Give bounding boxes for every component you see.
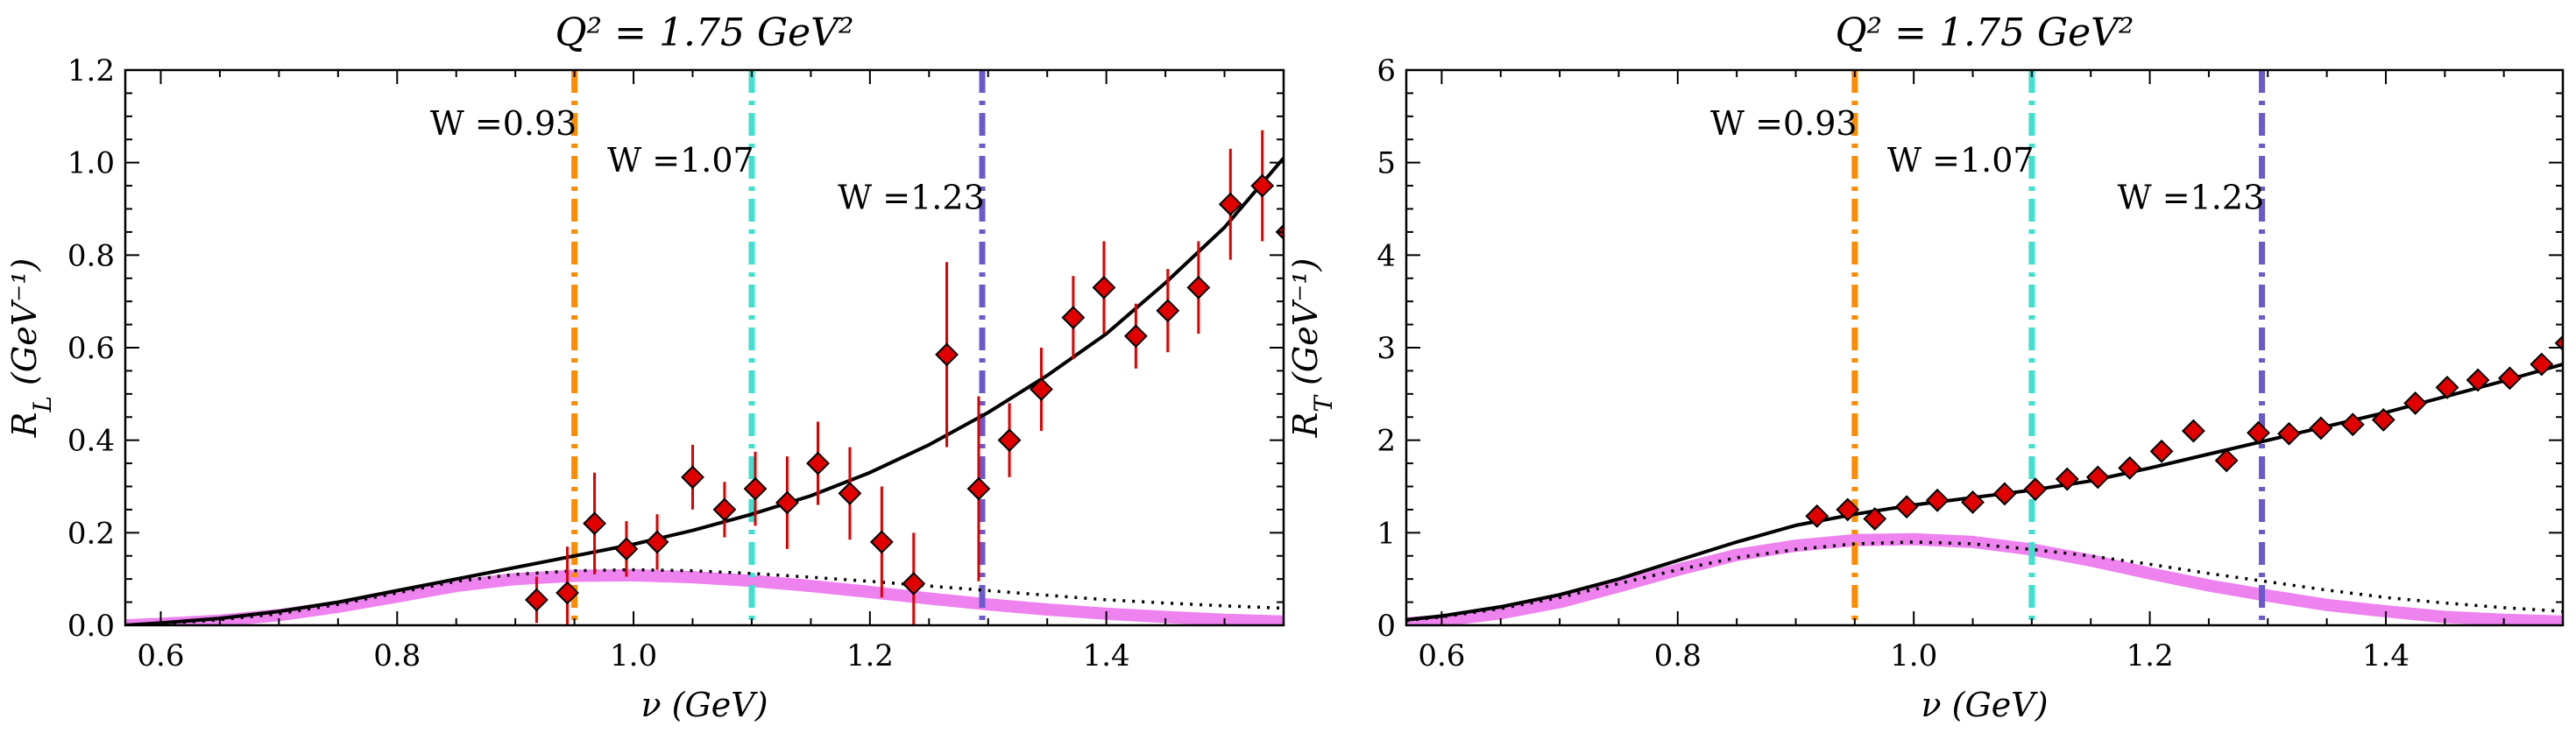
data-point: [1218, 192, 1242, 216]
w-marker-label-3: W =1.23: [838, 179, 985, 217]
y-tick-label: 4: [1376, 238, 1396, 273]
w-marker-label-1: W =0.93: [430, 104, 577, 143]
data-point: [2214, 448, 2239, 473]
data-point: [2023, 477, 2048, 502]
data-point: [1961, 490, 1985, 514]
data-point: [1092, 275, 1116, 300]
solid-fit-curve: [1406, 363, 2563, 622]
data-point: [806, 451, 830, 476]
data-point: [2554, 335, 2563, 352]
data-point: [583, 511, 606, 536]
y-tick-label: 2: [1376, 424, 1396, 459]
y-tick-label: 1.2: [67, 53, 115, 88]
data-point: [2403, 391, 2428, 415]
data-point: [2340, 412, 2365, 437]
panel-title: Q² = 1.75 GeV²: [1835, 11, 2134, 55]
data-point: [2435, 376, 2459, 399]
data-point: [1156, 299, 1180, 323]
y-tick-label: 0.4: [67, 424, 115, 459]
data-point: [1894, 495, 1919, 519]
data-point: [1061, 306, 1086, 330]
plot-area: [125, 70, 1284, 625]
x-tick-label: 1.4: [2362, 638, 2410, 673]
data-point: [838, 482, 862, 505]
data-point: [2085, 465, 2110, 490]
x-axis-title: ν (GeV): [640, 686, 768, 724]
y-tick-label: 0.0: [67, 609, 115, 644]
chart-panel-1: W =0.93 W =1.07 W =1.23 0.6 0.8 1.0 1.2 1.4 0.0 0…: [5, 11, 1285, 724]
y-axis-title: RL (GeV⁻¹): [5, 258, 57, 439]
data-point: [902, 572, 926, 596]
data-point: [2181, 419, 2205, 443]
data-point: [1925, 488, 1950, 512]
y-tick-label: 0.6: [67, 331, 115, 366]
x-tick-label: 1.0: [1890, 638, 1937, 673]
data-point: [2149, 439, 2174, 463]
y-tick-label: 0: [1376, 609, 1396, 644]
w-marker-label-2: W =1.07: [1887, 141, 2035, 180]
x-tick-label: 1.0: [610, 638, 657, 673]
data-point: [1863, 507, 1887, 531]
x-tick-label: 1.2: [2127, 638, 2174, 673]
data-point: [525, 588, 548, 612]
data-point: [2055, 467, 2079, 491]
x-tick-label: 1.4: [1083, 638, 1130, 673]
dotted-model-curve: [125, 567, 1284, 625]
y-tick-label: 5: [1376, 146, 1396, 181]
data-point: [1186, 275, 1211, 300]
data-point: [775, 490, 799, 515]
data-point: [2277, 421, 2301, 446]
y-tick-label: 1.0: [67, 146, 115, 181]
data-point: [2309, 416, 2333, 440]
y-axis-title: RT (GeV⁻¹): [1286, 258, 1338, 439]
data-point: [966, 476, 991, 501]
data-point: [2247, 420, 2270, 445]
x-axis-title: ν (GeV): [1921, 686, 2048, 724]
data-point: [2466, 368, 2490, 392]
data-point: [645, 530, 669, 554]
y-tick-label: 6: [1376, 53, 1396, 88]
y-tick-label: 3: [1376, 331, 1396, 366]
data-point: [1836, 497, 1860, 522]
model-band: [1406, 532, 2563, 625]
data-point: [2497, 366, 2522, 391]
data-point: [743, 476, 768, 501]
data-point: [614, 537, 639, 561]
data-point: [869, 530, 894, 554]
w-marker-label-3: W =1.23: [2118, 179, 2265, 217]
data-point: [681, 465, 704, 490]
model-band: [125, 568, 1284, 625]
data-point: [2530, 352, 2554, 377]
data-point: [1123, 324, 1148, 349]
data-point: [997, 428, 1022, 453]
y-tick-label: 0.2: [67, 516, 115, 551]
data-point: [556, 581, 579, 605]
data-point: [1805, 504, 1829, 528]
dotted-model-curve: [1406, 540, 2563, 623]
data-point: [2118, 455, 2142, 480]
data-point: [1030, 377, 1053, 401]
data-point: [935, 342, 959, 367]
x-tick-label: 0.8: [1654, 638, 1702, 673]
x-tick-label: 1.2: [846, 638, 894, 673]
y-tick-label: 0.8: [67, 238, 115, 273]
plot-area: [1406, 70, 2563, 625]
x-tick-label: 0.6: [1418, 638, 1465, 673]
x-tick-label: 0.6: [137, 638, 184, 673]
panel-title: Q² = 1.75 GeV²: [555, 11, 853, 55]
data-point: [2371, 408, 2396, 432]
w-marker-label-2: W =1.07: [607, 141, 754, 180]
data-point: [1250, 173, 1275, 198]
data-point: [712, 497, 737, 522]
w-marker-label-1: W =0.93: [1710, 104, 1858, 143]
data-point: [1992, 482, 2017, 506]
y-tick-label: 1: [1376, 516, 1396, 551]
x-tick-label: 0.8: [373, 638, 421, 673]
chart-panel-2: W =0.93 W =1.07 W =1.23 0.6 0.8 1.0 1.2 1.4 0 1 2 3…: [1286, 11, 2565, 724]
solid-fit-curve: [125, 157, 1284, 625]
